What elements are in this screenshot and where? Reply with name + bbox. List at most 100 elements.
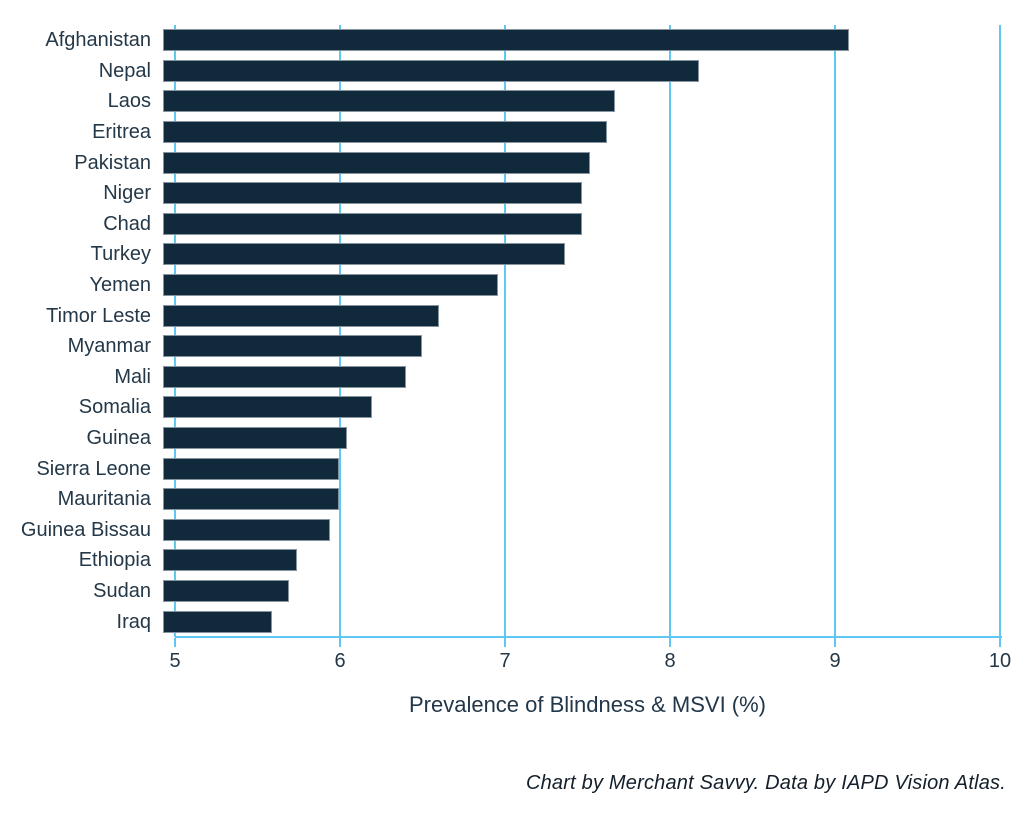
category-label: Sierra Leone <box>36 457 151 480</box>
gridline <box>669 25 671 637</box>
category-label: Timor Leste <box>46 304 151 327</box>
bar-row: Guinea <box>0 423 1000 454</box>
bar <box>163 274 498 297</box>
bar-track <box>163 270 1000 301</box>
bar-row: Sudan <box>0 576 1000 607</box>
tick-mark <box>504 638 506 647</box>
bar-track <box>163 606 1000 637</box>
bar <box>163 243 565 266</box>
x-tick-label: 8 <box>664 650 676 672</box>
bar-track <box>163 484 1000 515</box>
bar-row: Somalia <box>0 392 1000 423</box>
bar-track <box>163 239 1000 270</box>
bar-row: Sierra Leone <box>0 453 1000 484</box>
bar-track <box>163 86 1000 117</box>
bar-row: Afghanistan <box>0 25 1000 56</box>
bar <box>163 335 423 358</box>
bar-track <box>163 423 1000 454</box>
bar <box>163 518 331 541</box>
category-label: Afghanistan <box>45 29 151 52</box>
bar <box>163 396 373 419</box>
bar <box>163 579 289 602</box>
bar <box>163 427 348 450</box>
bar-track <box>163 300 1000 331</box>
bar-row: Myanmar <box>0 331 1000 362</box>
gridline <box>339 25 341 637</box>
bar <box>163 488 339 511</box>
x-tick-label: 9 <box>829 650 841 672</box>
bar-rows: Afghanistan Nepal Laos Eritrea Pakistan Niger… <box>0 25 1000 637</box>
bar-track <box>163 576 1000 607</box>
bar <box>163 610 272 633</box>
x-tick-label: 10 <box>988 650 1012 672</box>
tick-mark <box>669 638 671 647</box>
bar <box>163 212 582 235</box>
bar-row: Niger <box>0 178 1000 209</box>
category-label: Eritrea <box>92 121 151 144</box>
bar-row: Yemen <box>0 270 1000 301</box>
bar <box>163 182 582 205</box>
bar <box>163 29 850 52</box>
tick-mark <box>834 638 836 647</box>
bar-row: Laos <box>0 86 1000 117</box>
bar-track <box>163 117 1000 148</box>
x-axis-title: Prevalence of Blindness & MSVI (%) <box>408 692 767 717</box>
category-label: Yemen <box>89 274 151 297</box>
gridline <box>834 25 836 637</box>
bar <box>163 365 406 388</box>
bar-track <box>163 392 1000 423</box>
category-label: Mauritania <box>57 488 151 511</box>
bar-row: Chad <box>0 209 1000 240</box>
bar-track <box>163 362 1000 393</box>
bar-track <box>163 515 1000 546</box>
bar <box>163 121 607 144</box>
bar-row: Nepal <box>0 56 1000 87</box>
category-label: Guinea <box>86 427 152 450</box>
bar-row: Ethiopia <box>0 545 1000 576</box>
bar-row: Mauritania <box>0 484 1000 515</box>
footer-credit: Chart by Merchant Savvy. Data by IAPD Vi… <box>525 772 1006 794</box>
gridline <box>999 25 1001 637</box>
bar-row: Eritrea <box>0 117 1000 148</box>
x-tick-label: 7 <box>499 650 511 672</box>
gridline <box>174 25 176 637</box>
category-label: Myanmar <box>67 335 151 358</box>
category-label: Guinea Bissau <box>20 518 151 541</box>
x-tick-label: 5 <box>169 650 181 672</box>
x-axis-ticks: 5 6 7 8 9 10 <box>169 638 1011 678</box>
category-label: Niger <box>103 182 151 205</box>
bar-row: Mali <box>0 362 1000 393</box>
tick-mark <box>174 638 176 647</box>
bar-track <box>163 147 1000 178</box>
x-axis-line <box>175 636 1002 638</box>
bar <box>163 59 699 82</box>
category-label: Chad <box>103 212 151 235</box>
category-label: Pakistan <box>74 151 151 174</box>
bar <box>163 549 297 572</box>
category-label: Somalia <box>78 396 151 419</box>
bar-track <box>163 453 1000 484</box>
bar-row: Timor Leste <box>0 300 1000 331</box>
bar-row: Pakistan <box>0 147 1000 178</box>
bar-track <box>163 545 1000 576</box>
bar-track <box>163 178 1000 209</box>
gridline <box>504 25 506 637</box>
bar-row: Iraq <box>0 606 1000 637</box>
category-label: Nepal <box>98 59 151 82</box>
bar-row: Turkey <box>0 239 1000 270</box>
x-tick-label: 6 <box>334 650 346 672</box>
bar-track <box>163 56 1000 87</box>
category-label: Ethiopia <box>78 549 151 572</box>
bar <box>163 457 339 480</box>
bar-track <box>163 209 1000 240</box>
category-label: Turkey <box>90 243 151 266</box>
bar <box>163 304 440 327</box>
tick-mark <box>339 638 341 647</box>
plot-area: Afghanistan Nepal Laos Eritrea Pakistan Niger… <box>0 25 1001 637</box>
category-label: Laos <box>107 90 151 113</box>
category-label: Iraq <box>116 610 151 633</box>
bar-track <box>163 331 1000 362</box>
category-label: Sudan <box>93 579 151 602</box>
bar <box>163 90 615 113</box>
